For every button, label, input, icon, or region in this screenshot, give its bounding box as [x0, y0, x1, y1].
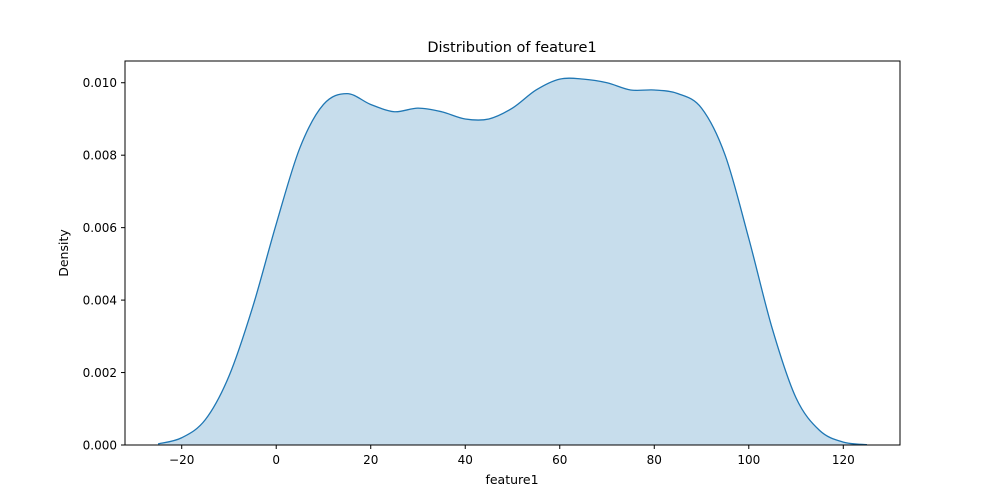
- plot-area-frame: [124, 60, 901, 446]
- y-axis-label: Density: [56, 229, 71, 277]
- x-tick-label: 0: [272, 453, 280, 467]
- x-axis-label: feature1: [485, 472, 538, 487]
- chart-title: Distribution of feature1: [427, 40, 596, 56]
- density-area-fill: [158, 78, 867, 446]
- x-tick-label: 80: [647, 453, 662, 467]
- x-tick-label: 20: [363, 453, 378, 467]
- x-tick-label: 120: [832, 453, 855, 467]
- x-tick-label: 100: [737, 453, 760, 467]
- y-tick-label: 0.006: [83, 221, 117, 235]
- y-tick-label: 0.004: [83, 294, 117, 308]
- x-tick-label: −20: [169, 453, 194, 467]
- y-tick-label: 0.000: [83, 439, 117, 453]
- y-tick-label: 0.002: [83, 366, 117, 380]
- y-tick-label: 0.010: [83, 76, 117, 90]
- x-tick-label: 40: [458, 453, 473, 467]
- y-tick-label: 0.008: [83, 149, 117, 163]
- density-curve-line: [157, 77, 867, 446]
- x-tick-label: 60: [552, 453, 567, 467]
